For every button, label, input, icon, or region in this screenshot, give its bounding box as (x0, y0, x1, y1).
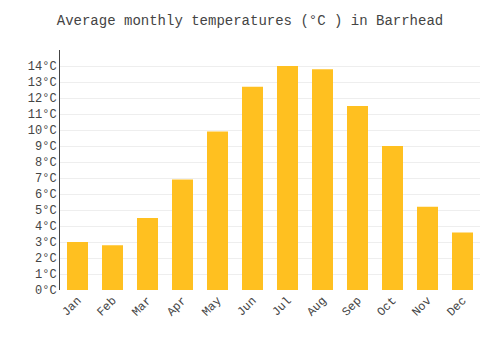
svg-text:Jul: Jul (269, 294, 294, 319)
svg-text:8°C: 8°C (35, 156, 57, 170)
svg-text:11°C: 11°C (28, 108, 57, 122)
svg-text:May: May (199, 294, 224, 319)
svg-text:1°C: 1°C (35, 268, 57, 282)
svg-text:12°C: 12°C (28, 92, 57, 106)
svg-text:Dec: Dec (444, 294, 469, 319)
svg-text:Oct: Oct (374, 294, 399, 319)
svg-text:Mar: Mar (129, 294, 154, 319)
svg-text:5°C: 5°C (35, 204, 57, 218)
svg-text:Jan: Jan (59, 294, 84, 319)
svg-text:0°C: 0°C (35, 284, 57, 298)
svg-text:9°C: 9°C (35, 140, 57, 154)
svg-text:Sep: Sep (339, 294, 364, 319)
svg-text:3°C: 3°C (35, 236, 57, 250)
svg-text:6°C: 6°C (35, 188, 57, 202)
svg-text:14°C: 14°C (28, 60, 57, 74)
svg-text:Average monthly temperatures (: Average monthly temperatures (°C ) in Ba… (57, 13, 443, 29)
svg-text:Apr: Apr (164, 294, 189, 319)
svg-text:13°C: 13°C (28, 76, 57, 90)
svg-text:Nov: Nov (409, 294, 434, 319)
svg-text:Aug: Aug (304, 294, 329, 319)
svg-text:4°C: 4°C (35, 220, 57, 234)
svg-text:7°C: 7°C (35, 172, 57, 186)
svg-text:10°C: 10°C (28, 124, 57, 138)
svg-text:2°C: 2°C (35, 252, 57, 266)
svg-text:Feb: Feb (94, 294, 119, 319)
svg-text:Jun: Jun (234, 294, 259, 319)
